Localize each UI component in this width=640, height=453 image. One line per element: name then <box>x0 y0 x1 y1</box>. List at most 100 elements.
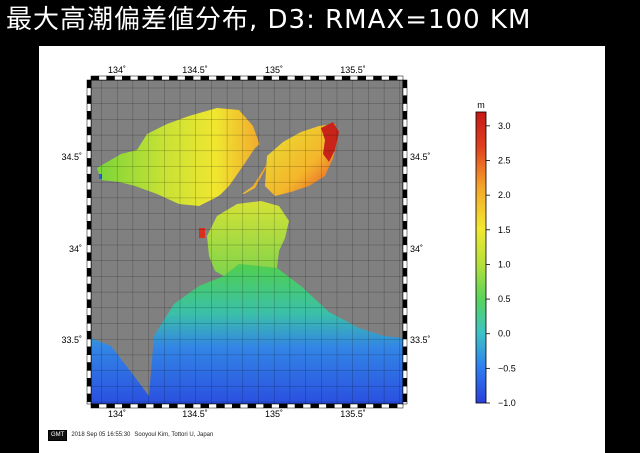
border-segment <box>184 403 194 409</box>
border-segment <box>169 75 178 81</box>
border-segment <box>402 260 408 269</box>
border-segment <box>402 378 408 387</box>
border-segment <box>137 403 147 409</box>
border-segment <box>402 283 408 293</box>
border-segment <box>86 323 92 332</box>
border-segment <box>287 75 296 81</box>
border-segment <box>153 403 162 409</box>
border-segment <box>402 370 408 379</box>
border-segment <box>200 403 209 409</box>
border-segment <box>402 158 408 167</box>
border-segment <box>86 393 92 403</box>
border-segment <box>402 134 408 144</box>
border-segment <box>402 111 408 120</box>
colorbar-ticks: 3.0 2.5 2.0 1.5 1.0 0.5 0.0 −0.5 −1.0 <box>486 121 516 408</box>
border-segment <box>389 75 398 81</box>
border-segment <box>402 150 408 159</box>
border-segment <box>365 75 374 81</box>
border-segment <box>310 403 319 409</box>
border-segment <box>153 75 162 81</box>
border-segment <box>86 111 92 120</box>
border-segment <box>86 213 92 222</box>
surge-hotspot-north <box>321 122 339 162</box>
border-segment <box>310 75 319 81</box>
border-segment <box>255 75 264 81</box>
border-segment <box>86 346 92 355</box>
border-segment <box>318 403 327 409</box>
border-segment <box>396 75 404 81</box>
border-segment <box>402 362 408 371</box>
border-segment <box>86 158 92 167</box>
border-segment <box>86 252 92 261</box>
border-segment <box>184 75 194 81</box>
figure-panel: 134˚ 134.5˚ 135˚ 135.5˚ 134˚ 134.5˚ 135˚… <box>39 46 605 453</box>
border-segment <box>130 75 139 81</box>
border-segment <box>247 403 257 409</box>
colorbar-tick-label: 1.5 <box>498 225 511 235</box>
awaji-island <box>213 140 271 204</box>
border-segment <box>86 134 92 144</box>
colorbar-tick-label: −0.5 <box>498 363 516 373</box>
border-segment <box>365 403 374 409</box>
border-segment <box>169 403 178 409</box>
border-segment <box>402 385 408 395</box>
border-segment <box>294 75 304 81</box>
colorbar-tick-label: 2.0 <box>498 190 511 200</box>
border-segment <box>177 403 186 409</box>
border-segment <box>396 403 404 409</box>
border-segment <box>161 75 170 81</box>
border-segment <box>224 403 233 409</box>
gmt-timestamp: GMT 2018 Sep 05 16:55:30 Sooyoul Kim, To… <box>48 429 214 441</box>
lat-tick-right-2: 34˚ <box>410 244 423 254</box>
border-segment <box>326 75 335 81</box>
lon-tick-bottom-3: 135˚ <box>265 409 283 419</box>
colorbar-tick-label: 0.5 <box>498 294 511 304</box>
colorbar-tick-label: 1.0 <box>498 259 511 269</box>
border-segment <box>402 252 408 261</box>
border-segment <box>86 291 92 301</box>
border-segment <box>216 75 225 81</box>
border-segment <box>177 75 186 81</box>
low-spot-1 <box>99 174 102 179</box>
border-segment <box>86 330 92 340</box>
border-segment <box>239 403 249 409</box>
border-segment <box>86 197 92 206</box>
sea-harima <box>97 108 267 206</box>
gmt-logo: GMT <box>48 429 68 441</box>
border-segment <box>381 403 390 409</box>
border-segment <box>318 75 327 81</box>
border-segment <box>86 103 92 112</box>
border-segment <box>341 75 351 81</box>
border-segment <box>334 75 343 81</box>
border-segment <box>247 75 257 81</box>
border-segment <box>86 119 92 128</box>
border-segment <box>334 403 343 409</box>
border-segment <box>86 189 92 198</box>
page-title: 最大高潮偏差値分布, D3: RMAX=100 KM <box>6 5 532 35</box>
border-segment <box>86 307 92 316</box>
timestamp-text: 2018 Sep 05 16:55:30 <box>71 432 131 438</box>
border-segment <box>349 75 359 81</box>
lon-tick-top-2: 134.5˚ <box>182 65 208 75</box>
border-segment <box>357 403 366 409</box>
colorbar-unit: m <box>477 100 485 110</box>
border-segment <box>86 181 92 191</box>
border-segment <box>402 87 408 96</box>
lon-tick-top-3: 135˚ <box>265 65 283 75</box>
border-segment <box>402 236 408 246</box>
border-segment <box>145 75 155 81</box>
border-segment <box>86 244 92 253</box>
border-segment <box>232 403 241 409</box>
border-segment <box>86 150 92 159</box>
surge-hotspot-west <box>199 228 205 238</box>
map-plot-area <box>91 80 403 404</box>
border-segment <box>86 283 92 293</box>
border-segment <box>402 103 408 112</box>
border-segment <box>114 403 123 409</box>
credit-text: Sooyoul Kim, Tottori U, Japan <box>134 432 214 438</box>
border-segment <box>402 276 408 285</box>
lon-tick-bottom-4: 135.5˚ <box>340 409 366 419</box>
border-segment <box>86 268 92 277</box>
border-segment <box>98 403 107 409</box>
border-segment <box>86 370 92 379</box>
